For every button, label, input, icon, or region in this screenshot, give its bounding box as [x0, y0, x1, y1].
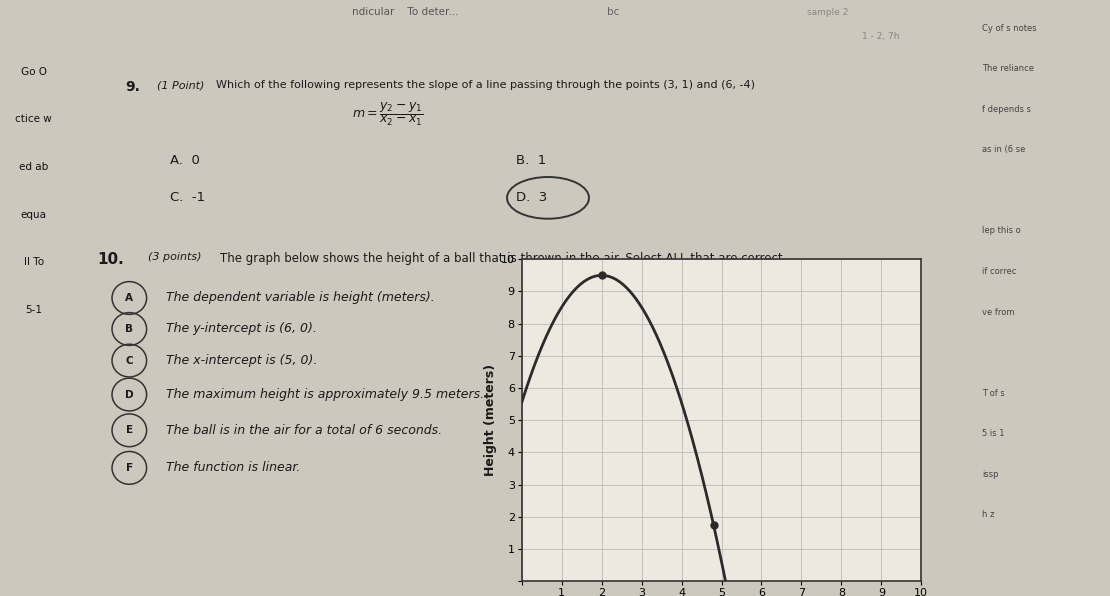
Text: $m = \dfrac{y_2 - y_1}{x_2 - x_1}$: $m = \dfrac{y_2 - y_1}{x_2 - x_1}$ [352, 101, 424, 128]
Text: E: E [125, 426, 133, 435]
Text: The dependent variable is height (meters).: The dependent variable is height (meters… [165, 291, 434, 305]
Text: D: D [125, 390, 133, 399]
Text: The function is linear.: The function is linear. [165, 461, 300, 474]
Text: A.  0: A. 0 [170, 154, 200, 167]
Text: The y-intercept is (6, 0).: The y-intercept is (6, 0). [165, 322, 316, 336]
Text: sample 2: sample 2 [807, 8, 849, 17]
Text: The ball is in the air for a total of 6 seconds.: The ball is in the air for a total of 6 … [165, 424, 442, 437]
Y-axis label: Height (meters): Height (meters) [484, 364, 496, 476]
Text: The maximum height is approximately 9.5 meters.: The maximum height is approximately 9.5 … [165, 388, 484, 401]
Text: 5-1: 5-1 [26, 305, 42, 315]
Text: ed ab: ed ab [19, 162, 48, 172]
Text: Cy of s notes: Cy of s notes [982, 24, 1037, 33]
Text: Go O: Go O [21, 67, 47, 76]
Text: The x-intercept is (5, 0).: The x-intercept is (5, 0). [165, 354, 317, 367]
Text: C.  -1: C. -1 [170, 191, 205, 204]
Text: 5 is 1: 5 is 1 [982, 429, 1005, 438]
Text: T of s: T of s [982, 389, 1005, 398]
Text: ll To: ll To [23, 257, 43, 267]
Text: as in (6 se: as in (6 se [982, 145, 1026, 154]
Text: (1 Point): (1 Point) [157, 80, 204, 91]
Text: B: B [125, 324, 133, 334]
Text: ndicular    To deter...: ndicular To deter... [352, 7, 458, 17]
Text: 10.: 10. [98, 252, 124, 266]
Text: A: A [125, 293, 133, 303]
Text: The reliance: The reliance [982, 64, 1035, 73]
Text: F: F [125, 463, 133, 473]
Text: The graph below shows the height of a ball that is thrown in the air. Select ALL: The graph below shows the height of a ba… [220, 252, 787, 265]
Text: issp: issp [982, 470, 999, 479]
Text: ve from: ve from [982, 308, 1015, 316]
Text: lep this o: lep this o [982, 226, 1021, 235]
Text: D.  3: D. 3 [516, 191, 547, 204]
Text: 9.: 9. [124, 80, 140, 94]
Text: (3 points): (3 points) [148, 252, 201, 262]
Text: 1 - 2, 7h: 1 - 2, 7h [862, 32, 899, 41]
Text: if correc: if correc [982, 267, 1017, 276]
Text: C: C [125, 356, 133, 365]
Text: B.  1: B. 1 [516, 154, 546, 167]
Text: equa: equa [21, 210, 47, 219]
Text: Which of the following represents the slope of a line passing through the points: Which of the following represents the sl… [215, 80, 755, 91]
Text: f depends s: f depends s [982, 105, 1031, 114]
Text: h z: h z [982, 510, 995, 519]
Text: ctice w: ctice w [16, 114, 52, 124]
Text: bc: bc [607, 7, 619, 17]
